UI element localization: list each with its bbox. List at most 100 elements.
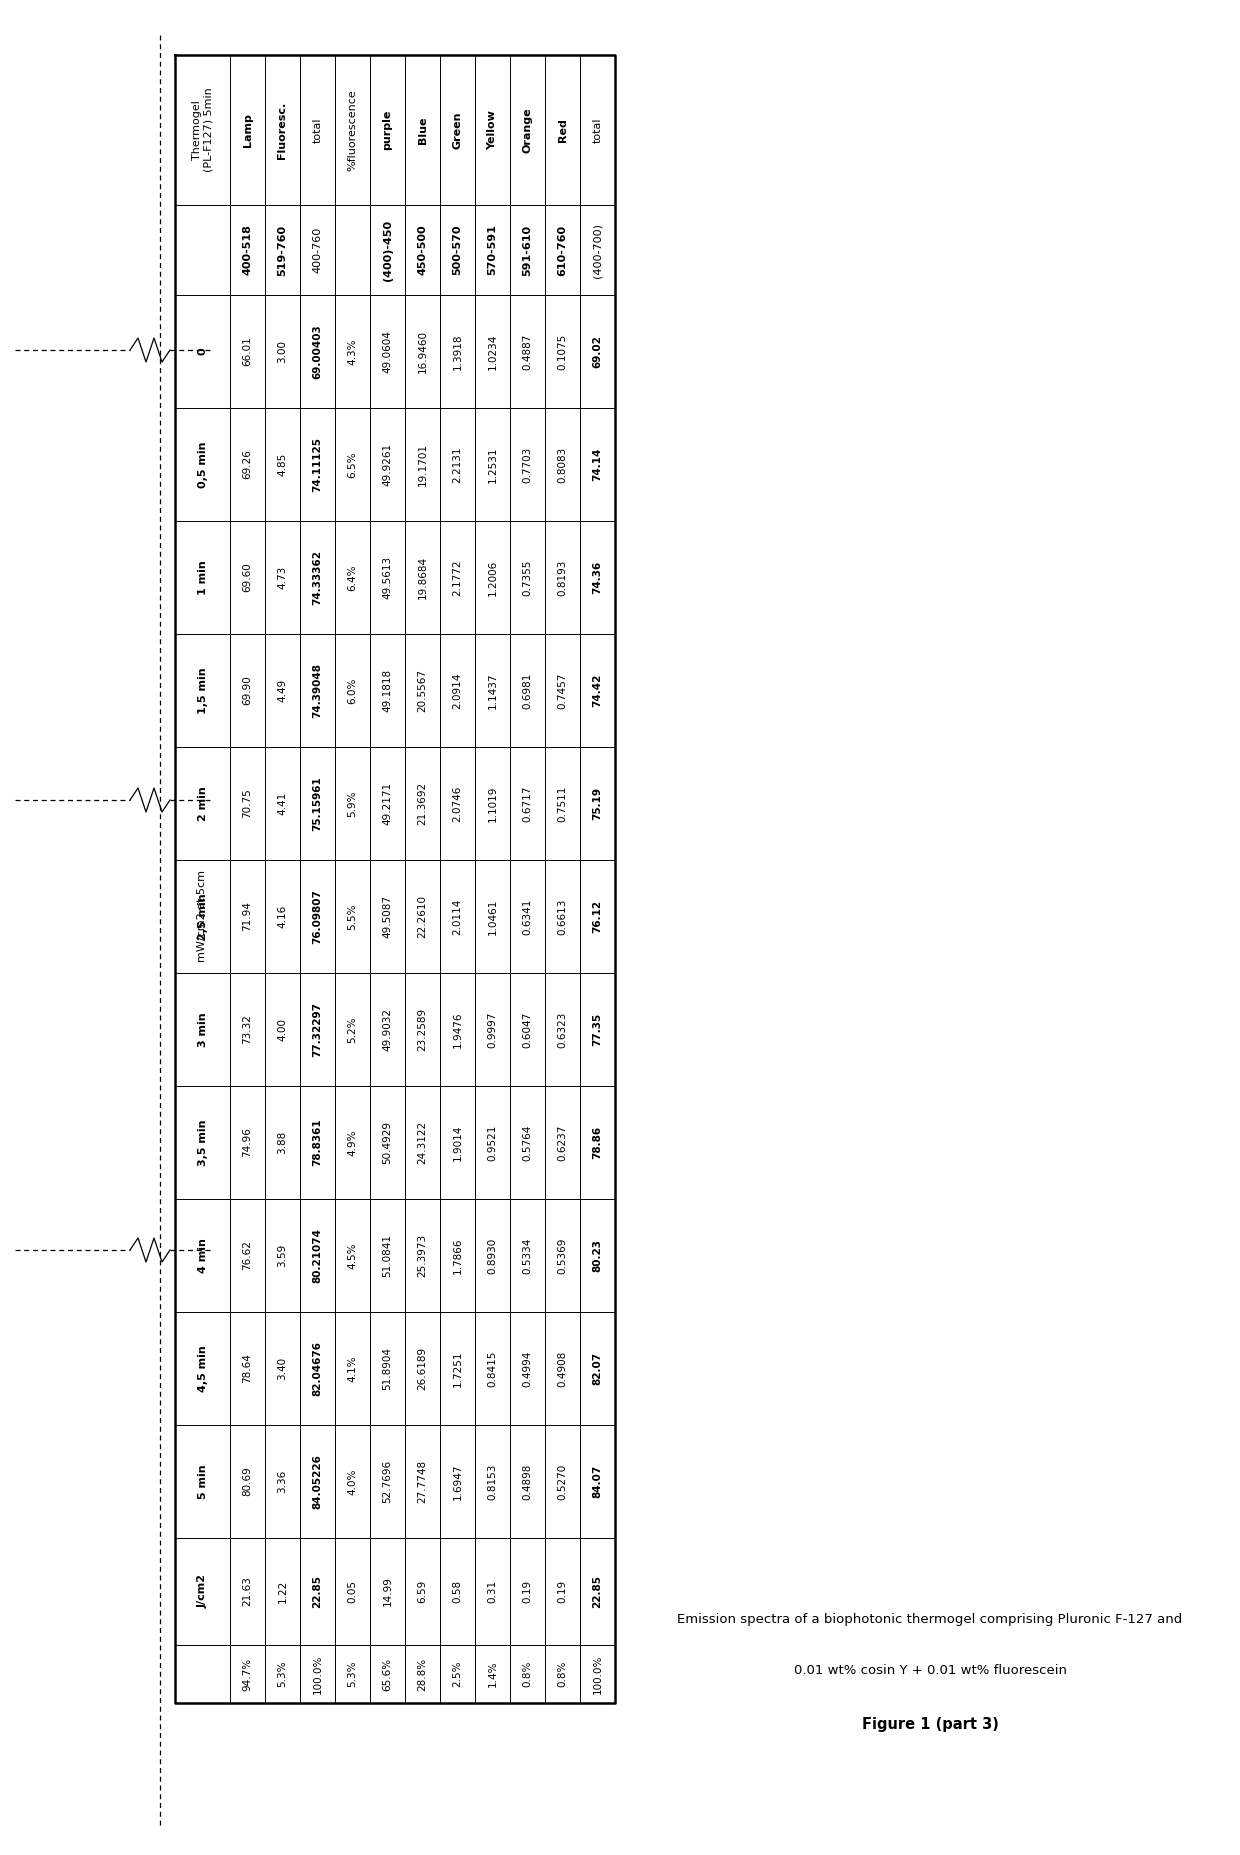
Text: 0.01 wt% cosin Y + 0.01 wt% fluorescein: 0.01 wt% cosin Y + 0.01 wt% fluorescein (794, 1664, 1066, 1677)
Text: 21.3692: 21.3692 (418, 783, 428, 825)
Text: 49.5613: 49.5613 (382, 556, 393, 599)
Text: 6.0%: 6.0% (347, 677, 357, 703)
Text: 1.0234: 1.0234 (487, 334, 497, 369)
Text: 1.6947: 1.6947 (453, 1464, 463, 1499)
Text: 82.04676: 82.04676 (312, 1341, 322, 1397)
Text: 0.6323: 0.6323 (558, 1011, 568, 1048)
Text: 94.7%: 94.7% (243, 1657, 253, 1690)
Text: 0.6981: 0.6981 (522, 672, 532, 709)
Text: 4.1%: 4.1% (347, 1356, 357, 1382)
Text: 70.75: 70.75 (243, 788, 253, 818)
Text: 0,5 min: 0,5 min (197, 441, 207, 488)
Text: 23.2589: 23.2589 (418, 1007, 428, 1052)
Text: 1,5 min: 1,5 min (197, 668, 207, 714)
Text: 22.85: 22.85 (312, 1575, 322, 1608)
Text: Thermogel
(PL-F127) 5min: Thermogel (PL-F127) 5min (192, 87, 213, 173)
Text: 69.02: 69.02 (593, 336, 603, 367)
Text: 0.05: 0.05 (347, 1580, 357, 1603)
Text: 80.69: 80.69 (243, 1467, 253, 1497)
Text: 2.1772: 2.1772 (453, 558, 463, 595)
Text: 75.19: 75.19 (593, 787, 603, 820)
Text: Red: Red (558, 119, 568, 143)
Text: 1.22: 1.22 (278, 1580, 288, 1603)
Text: 400-760: 400-760 (312, 226, 322, 273)
Text: 6.4%: 6.4% (347, 564, 357, 590)
Text: 0.6717: 0.6717 (522, 785, 532, 822)
Text: 4 min: 4 min (197, 1237, 207, 1273)
Text: 75.15961: 75.15961 (312, 775, 322, 831)
Text: Yellow: Yellow (487, 109, 497, 150)
Text: 76.12: 76.12 (593, 900, 603, 933)
Text: 519-760: 519-760 (278, 224, 288, 276)
Text: 2 min: 2 min (197, 787, 207, 822)
Text: 28.8%: 28.8% (418, 1657, 428, 1690)
Text: Fluoresc.: Fluoresc. (278, 102, 288, 160)
Text: 77.32297: 77.32297 (312, 1002, 322, 1057)
Text: 4,5 min: 4,5 min (197, 1345, 207, 1391)
Text: 1.7251: 1.7251 (453, 1350, 463, 1388)
Text: 71.94: 71.94 (243, 902, 253, 931)
Text: 74.42: 74.42 (593, 673, 603, 707)
Text: Emission spectra of a biophotonic thermogel comprising Pluronic F-127 and: Emission spectra of a biophotonic thermo… (677, 1614, 1183, 1627)
Text: 1.2531: 1.2531 (487, 447, 497, 482)
Text: total: total (593, 117, 603, 143)
Text: 76.09807: 76.09807 (312, 889, 322, 944)
Text: 2.2131: 2.2131 (453, 447, 463, 482)
Text: 610-760: 610-760 (558, 224, 568, 276)
Text: 0.5369: 0.5369 (558, 1237, 568, 1274)
Text: 69.00403: 69.00403 (312, 325, 322, 378)
Text: Orange: Orange (522, 108, 532, 152)
Text: 0.8083: 0.8083 (558, 447, 568, 482)
Text: 2.0746: 2.0746 (453, 785, 463, 822)
Text: 4.5%: 4.5% (347, 1243, 357, 1269)
Text: 5.3%: 5.3% (278, 1660, 288, 1688)
Text: 570-591: 570-591 (487, 224, 497, 275)
Text: 2.0114: 2.0114 (453, 898, 463, 935)
Text: 19.1701: 19.1701 (418, 443, 428, 486)
Text: 49.2171: 49.2171 (382, 783, 393, 825)
Text: 65.6%: 65.6% (382, 1657, 393, 1690)
Text: (400-700): (400-700) (593, 223, 603, 278)
Text: 4.73: 4.73 (278, 566, 288, 590)
Text: 82.07: 82.07 (593, 1352, 603, 1386)
Text: 5.9%: 5.9% (347, 790, 357, 816)
Text: 77.35: 77.35 (593, 1013, 603, 1046)
Text: 74.39048: 74.39048 (312, 662, 322, 718)
Text: 0.8415: 0.8415 (487, 1350, 497, 1388)
Text: 4.49: 4.49 (278, 679, 288, 703)
Text: 0.4898: 0.4898 (522, 1464, 532, 1499)
Text: 3.88: 3.88 (278, 1132, 288, 1154)
Text: 0.8193: 0.8193 (558, 560, 568, 595)
Text: 74.11125: 74.11125 (312, 438, 322, 492)
Text: 2,5 min: 2,5 min (197, 894, 207, 940)
Text: 0.19: 0.19 (558, 1580, 568, 1603)
Text: 5.5%: 5.5% (347, 903, 357, 929)
Text: 22.2610: 22.2610 (418, 894, 428, 939)
Text: 49.9261: 49.9261 (382, 443, 393, 486)
Text: 5 min: 5 min (197, 1464, 207, 1499)
Text: 0.5334: 0.5334 (522, 1237, 532, 1274)
Text: 21.63: 21.63 (243, 1577, 253, 1606)
Text: 0.4887: 0.4887 (522, 334, 532, 369)
Text: 0.19: 0.19 (522, 1580, 532, 1603)
Text: 100.0%: 100.0% (312, 1655, 322, 1694)
Text: 0.9997: 0.9997 (487, 1011, 497, 1048)
Text: 74.96: 74.96 (243, 1128, 253, 1158)
Text: 49.9032: 49.9032 (382, 1007, 393, 1052)
Text: 49.0604: 49.0604 (382, 330, 393, 373)
Text: 0.9521: 0.9521 (487, 1124, 497, 1161)
Text: Figure 1 (part 3): Figure 1 (part 3) (862, 1718, 998, 1733)
Text: purple: purple (382, 109, 393, 150)
Text: 66.01: 66.01 (243, 336, 253, 367)
Text: 74.36: 74.36 (593, 560, 603, 594)
Text: 80.21074: 80.21074 (312, 1228, 322, 1284)
Text: 3.40: 3.40 (278, 1358, 288, 1380)
Text: 26.6189: 26.6189 (418, 1347, 428, 1389)
Text: %fluorescence: %fluorescence (347, 89, 357, 171)
Text: 450-500: 450-500 (418, 224, 428, 275)
Text: 49.1818: 49.1818 (382, 670, 393, 712)
Text: 1.1437: 1.1437 (487, 672, 497, 709)
Text: 6.5%: 6.5% (347, 451, 357, 479)
Text: 0.6341: 0.6341 (522, 898, 532, 935)
Text: 4.85: 4.85 (278, 453, 288, 477)
